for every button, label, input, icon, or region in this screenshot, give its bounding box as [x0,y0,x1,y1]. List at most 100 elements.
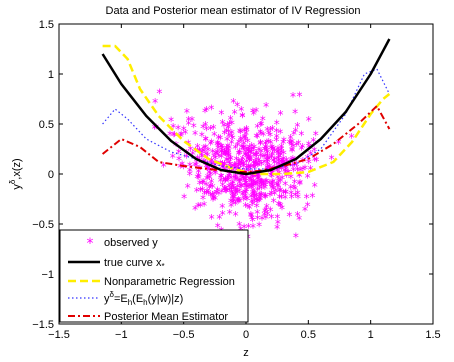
scatter-point: * [292,159,298,173]
scatter-point: * [305,200,311,214]
scatter-point: * [293,159,299,173]
scatter-point: * [238,104,244,118]
scatter-point: * [211,122,217,136]
scatter-point: * [250,199,256,213]
scatter-point: * [220,208,226,222]
scatter-point: * [236,219,242,233]
scatter-point: * [245,201,251,215]
scatter-point: * [257,175,263,189]
scatter-point: * [170,151,176,165]
scatter-point: * [172,129,178,143]
series-line-1 [102,44,391,176]
scatter-point: * [204,163,210,177]
scatter-point: * [235,194,241,208]
scatter-point: * [224,147,230,161]
scatter-point: * [223,185,229,199]
scatter-point: * [280,137,286,151]
y-axis-label: yδ,x(z) [8,158,23,189]
scatter-point: * [290,90,296,104]
scatter-point: * [268,170,274,184]
scatter-point: * [251,189,257,203]
scatter-point: * [216,132,222,146]
x-tick-label: −1.5 [48,329,70,341]
scatter-point: * [273,134,279,148]
scatter-point: * [277,199,283,213]
scatter-point: * [156,87,162,101]
scatter-point: * [228,179,234,193]
scatter-point: * [266,178,272,192]
scatter-point: * [191,120,197,134]
scatter-point: * [266,154,272,168]
scatter-point: * [225,141,231,155]
scatter-point: * [270,176,276,190]
scatter-point: * [208,180,214,194]
scatter-point: * [288,132,294,146]
scatter-point: * [219,201,225,215]
scatter-point: * [203,123,209,137]
scatter-point: * [201,199,207,213]
scatter-point: * [269,123,275,137]
scatter-point: * [251,178,257,192]
legend-marker-observed: * [87,236,94,252]
scatter-point: * [269,148,275,162]
scatter-point: * [258,118,264,132]
scatter-point: * [247,147,253,161]
scatter-point: * [246,202,252,216]
scatter-point: * [221,147,227,161]
scatter-point: * [194,185,200,199]
scatter-point: * [243,193,249,207]
scatter-point: * [232,170,238,184]
scatter-point: * [240,153,246,167]
scatter-point: * [254,147,260,161]
scatter-point: * [276,155,282,169]
scatter-point: * [233,185,239,199]
scatter-point: * [200,178,206,192]
scatter-point: * [306,156,312,170]
scatter-point: * [249,182,255,196]
scatter-point: * [220,117,226,131]
legend-box [59,229,249,323]
scatter-point: * [246,161,252,175]
scatter-point: * [275,148,281,162]
scatter-point: * [278,156,284,170]
scatter-point: * [268,124,274,138]
scatter-point: * [228,173,234,187]
scatter-point: * [196,155,202,169]
scatter-point: * [252,187,258,201]
scatter-point: * [276,163,282,177]
scatter-point: * [313,129,319,143]
scatter-point: * [271,196,277,210]
scatter-point: * [272,188,278,202]
line-layer [101,38,391,176]
scatter-point: * [192,128,198,142]
scatter-point: * [253,190,259,204]
scatter-point: * [224,154,230,168]
scatter-point: * [242,173,248,187]
scatter-point: * [283,163,289,177]
scatter-point: * [243,128,249,142]
scatter-point: * [242,186,248,200]
legend-yd-a: y [104,293,110,305]
scatter-point: * [295,209,301,223]
scatter-point: * [227,159,233,173]
scatter-point: * [229,179,235,193]
scatter-point: * [243,177,249,191]
scatter-point: * [292,106,298,120]
scatter-point: * [255,170,261,184]
scatter-point: * [195,141,201,155]
scatter-point: * [197,184,203,198]
scatter-point: * [227,207,233,221]
scatter-point: * [288,139,294,153]
scatter-point: * [196,172,202,186]
y-axis-label-rest: ,x(z) [11,158,23,179]
scatter-point: * [200,192,206,206]
scatter-point: * [312,154,318,168]
scatter-point: * [229,187,235,201]
scatter-point: * [227,153,233,167]
scatter-point: * [225,122,231,136]
scatter-point: * [288,171,294,185]
scatter-point: * [225,126,231,140]
scatter-point: * [255,184,261,198]
scatter-point: * [302,204,308,218]
